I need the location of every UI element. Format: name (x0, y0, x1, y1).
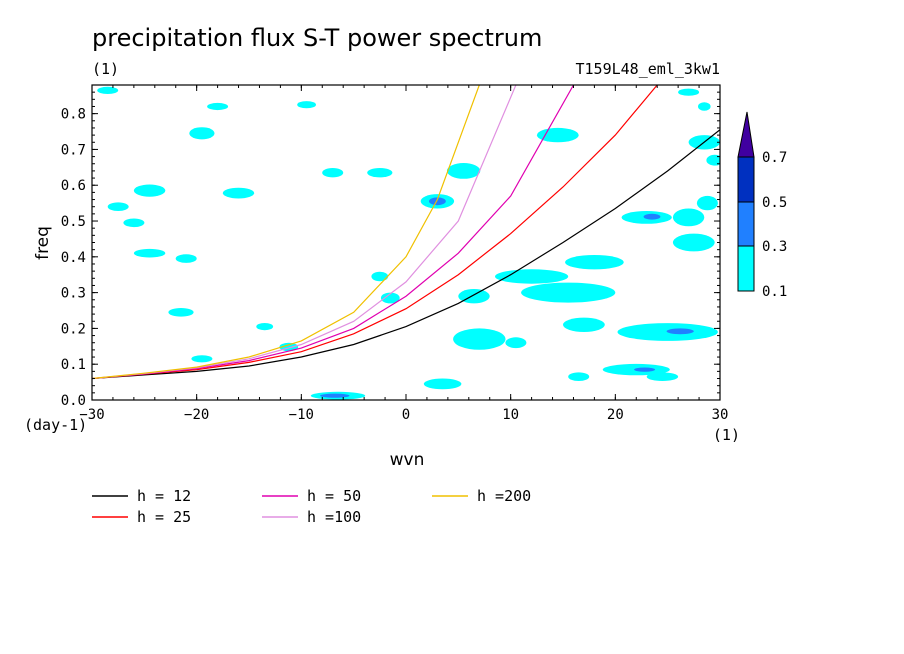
dispersion-curves (92, 85, 720, 380)
legend-label: h =100 (307, 508, 361, 526)
spectral-patch (175, 254, 197, 263)
spectral-patch (320, 393, 350, 398)
spectral-patch (666, 328, 694, 335)
spectral-patch (189, 127, 215, 140)
legend-label: h = 25 (137, 508, 191, 526)
spectral-patch (698, 102, 711, 111)
x-tick-label: 30 (712, 407, 729, 423)
spectral-patch (696, 195, 718, 211)
spectral-patch (222, 187, 255, 199)
spectral-patch (97, 86, 119, 94)
y-axis-label: freq (33, 226, 53, 260)
x-axis-label: wvn (390, 450, 425, 470)
curve-h200 (92, 85, 480, 380)
spectral-patch (133, 184, 166, 197)
spectral-patch (458, 289, 490, 304)
spectral-patch (565, 255, 624, 270)
spectral-patch (371, 271, 389, 282)
spectral-patch (322, 168, 344, 178)
spectral-patch (168, 308, 194, 317)
spectral-patch (367, 168, 393, 178)
chart-title: precipitation flux S-T power spectrum (92, 24, 542, 52)
curve-h100 (92, 85, 517, 380)
x-tick-label: −20 (184, 407, 209, 423)
spectral-patch (429, 197, 446, 206)
colorbar-extension (737, 111, 755, 158)
y-tick-label: 0.3 (61, 286, 86, 302)
spectral-patch (672, 208, 705, 227)
legend-label: h = 50 (307, 487, 361, 505)
colorbar-box (737, 201, 755, 247)
plot-frame (91, 84, 721, 401)
legend-label: h =200 (477, 487, 531, 505)
legend-label: h = 12 (137, 487, 191, 505)
chart-subtitle-left: (1) (92, 60, 119, 78)
spectral-patch (446, 163, 481, 179)
spectral-patch (453, 328, 506, 350)
spectral-patch (646, 372, 679, 382)
y-axis-unit: (day-1) (24, 416, 87, 434)
colorbar-box (737, 156, 755, 203)
colorbar-level-label: 0.5 (762, 195, 787, 211)
curve-h25 (92, 85, 658, 380)
y-tick-label: 0.0 (61, 393, 86, 409)
x-tick-label: −10 (289, 407, 314, 423)
spectral-patch (297, 101, 316, 109)
chart-subtitle-right: T159L48_eml_3kw1 (576, 60, 721, 78)
colorbar-level-label: 0.3 (762, 239, 787, 255)
y-tick-label: 0.4 (61, 250, 86, 266)
spectral-patch (634, 367, 656, 372)
y-tick-label: 0.2 (61, 321, 86, 337)
spectral-patch (521, 282, 616, 303)
x-tick-label: 10 (502, 407, 519, 423)
spectral-patch (256, 323, 274, 331)
y-tick-label: 0.8 (61, 107, 86, 123)
colorbar-level-label: 0.1 (762, 284, 787, 300)
spectral-patch (123, 218, 145, 228)
x-tick-label: 20 (607, 407, 624, 423)
y-tick-label: 0.5 (61, 214, 86, 230)
spectral-patch (706, 154, 720, 166)
spectral-patches (97, 86, 720, 400)
spectral-patch (107, 202, 129, 211)
x-axis-ticks: −30 −20 −10 0 10 20 30 (79, 85, 728, 423)
spectral-patch (678, 88, 700, 96)
spectral-patch (643, 213, 661, 220)
spectral-patch (568, 372, 590, 382)
x-tick-label: −30 (79, 407, 104, 423)
spectral-patch (207, 102, 229, 111)
spectral-patch (423, 378, 462, 390)
spectral-patch (494, 269, 569, 284)
y-tick-label: 0.7 (61, 142, 86, 158)
spectral-patch (672, 233, 715, 252)
legend: h = 12 h = 25 h = 50 h =100 h =200 (92, 487, 531, 526)
spectral-patch (133, 248, 166, 258)
colorbar: 0.1 0.3 0.5 0.7 (737, 111, 787, 300)
spectral-patch (505, 337, 527, 349)
spectral-patch (536, 127, 579, 143)
spectral-patch (191, 355, 213, 363)
colorbar-level-label: 0.7 (762, 150, 787, 166)
spectral-patch (563, 317, 605, 332)
x-tick-label: 0 (402, 407, 410, 423)
y-tick-label: 0.1 (61, 357, 86, 373)
colorbar-box (737, 245, 755, 292)
curve-h12 (92, 129, 720, 380)
y-tick-label: 0.6 (61, 178, 86, 194)
spectral-patch (380, 292, 400, 304)
x-axis-unit: (1) (713, 426, 740, 444)
y-axis-ticks: 0.0 0.1 0.2 0.3 0.4 0.5 0.6 0.7 0.8 (61, 91, 720, 409)
